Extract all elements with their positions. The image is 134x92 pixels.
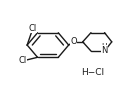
- Text: Cl: Cl: [18, 56, 27, 66]
- Text: H: H: [102, 43, 107, 52]
- Text: H−Cl: H−Cl: [81, 68, 105, 77]
- Text: Cl: Cl: [29, 24, 37, 33]
- Text: N: N: [101, 46, 108, 54]
- Text: O: O: [70, 37, 77, 46]
